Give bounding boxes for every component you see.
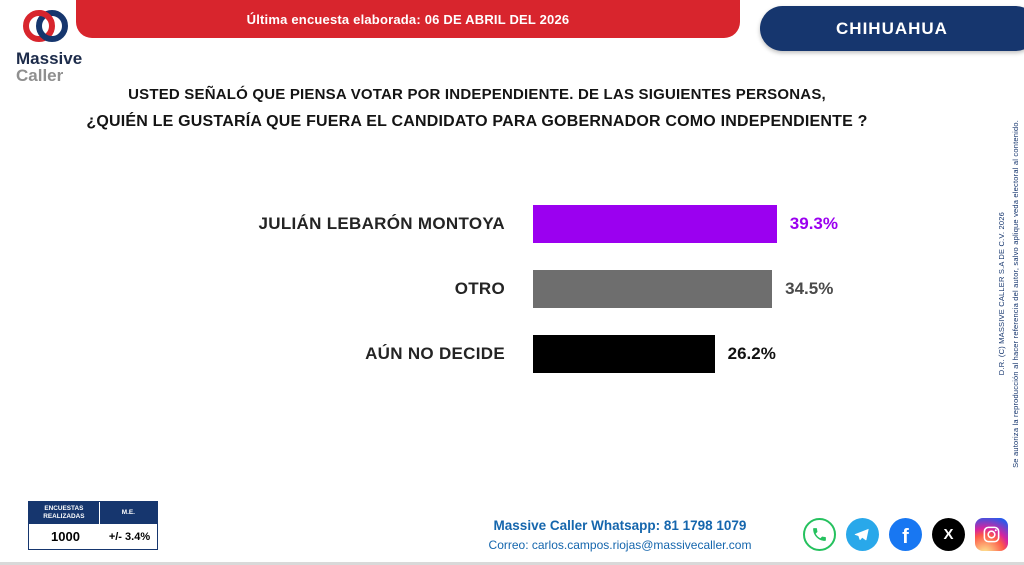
bar-value-label: 26.2% xyxy=(727,344,776,363)
authorization-text: Se autoriza la reproducción al hacer ref… xyxy=(1011,120,1020,468)
telegram-icon[interactable] xyxy=(846,518,879,551)
bar-row: OTRO 34.5% xyxy=(228,270,838,308)
stats-margin-error: +/- 3.4% xyxy=(108,530,151,543)
question-line-2: ¿QUIÉN LE GUSTARÍA QUE FUERA EL CANDIDAT… xyxy=(86,113,868,130)
bar-category-label: AÚN NO DECIDE xyxy=(365,344,505,363)
x-icon[interactable]: X xyxy=(932,518,965,551)
sample-stats-table: ENCUESTAS REALIZADAS M.E. 1000 +/- 3.4% xyxy=(28,501,158,550)
email-contact-line: Correo: carlos.campos.riojas@massivecall… xyxy=(488,538,752,552)
bar-row: JULIÁN LEBARÓN MONTOYA 39.3% xyxy=(228,205,838,243)
stats-sample-size: 1000 xyxy=(51,529,80,544)
logo-word-caller: Caller xyxy=(16,66,64,85)
bar-track: 34.5% xyxy=(533,270,838,308)
whatsapp-contact-line: Massive Caller Whatsapp: 81 1798 1079 xyxy=(493,518,747,533)
bar xyxy=(533,335,715,373)
bar-category-label: JULIÁN LEBARÓN MONTOYA xyxy=(258,214,505,233)
logo-wordmark: Massive Caller xyxy=(16,50,82,84)
massive-caller-logo-icon xyxy=(23,9,68,42)
stats-header-surveys: ENCUESTAS REALIZADAS xyxy=(29,502,100,524)
legal-note: D.R. (C) MASSIVE CALLER S.A DE C.V. 2026… xyxy=(996,68,1021,520)
bar-track: 39.3% xyxy=(533,205,838,243)
stats-value-row: 1000 +/- 3.4% xyxy=(29,524,157,549)
massive-caller-logo: Massive Caller xyxy=(16,4,136,84)
contact-info: Massive Caller Whatsapp: 81 1798 1079 Co… xyxy=(430,518,810,552)
logo-word-massive: Massive xyxy=(16,49,83,68)
bar-category-label: OTRO xyxy=(454,279,505,298)
bar-value-label: 34.5% xyxy=(785,279,834,298)
facebook-icon[interactable]: f xyxy=(889,518,922,551)
bar xyxy=(533,270,773,308)
question-line-1: USTED SEÑALÓ QUE PIENSA VOTAR POR INDEPE… xyxy=(128,86,826,103)
state-banner: CHIHUAHUA xyxy=(760,6,1024,51)
bar-row: AÚN NO DECIDE 26.2% xyxy=(228,335,838,373)
stats-header-margin: M.E. xyxy=(121,509,135,516)
whatsapp-icon[interactable] xyxy=(803,518,836,551)
social-links: f X xyxy=(803,518,1008,551)
bar-chart: JULIÁN LEBARÓN MONTOYA 39.3% OTRO 34.5% AÚN … xyxy=(228,205,838,400)
copyright-text: D.R. (C) MASSIVE CALLER S.A DE C.V. 2026 xyxy=(997,212,1006,376)
question-title: USTED SEÑALÓ QUE PIENSA VOTAR POR INDEPE… xyxy=(40,86,914,131)
survey-date-text: Última encuesta elaborada: 06 DE ABRIL D… xyxy=(246,11,570,27)
bar-value-label: 39.3% xyxy=(789,214,838,233)
state-label: CHIHUAHUA xyxy=(836,18,948,38)
stats-header-row: ENCUESTAS REALIZADAS M.E. xyxy=(29,502,157,524)
survey-date-banner: Última encuesta elaborada: 06 DE ABRIL D… xyxy=(76,0,740,38)
bar-track: 26.2% xyxy=(533,335,838,373)
instagram-icon[interactable] xyxy=(975,518,1008,551)
bar xyxy=(533,205,777,243)
